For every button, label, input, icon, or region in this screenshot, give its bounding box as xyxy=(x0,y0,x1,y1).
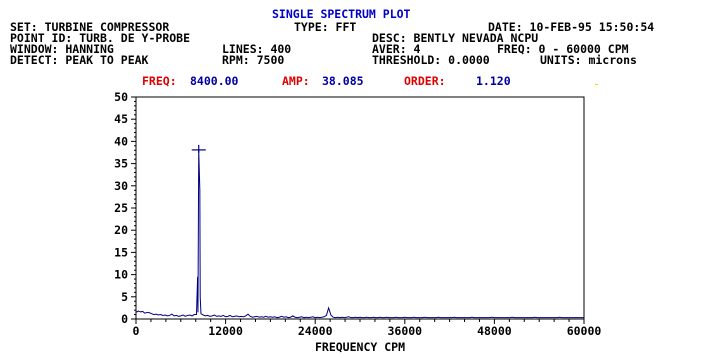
detect-field: DETECT: PEAK TO PEAK xyxy=(10,53,149,67)
type-field: TYPE: FFT xyxy=(294,20,357,34)
window-field: WINDOW: HANNING xyxy=(10,42,114,56)
x-tick-label: 12000 xyxy=(208,324,243,338)
desc-field: DESC: BENTLY NEVADA NCPU xyxy=(372,31,539,45)
y-tick-label: 35 xyxy=(114,157,128,171)
cursor-order-label: ORDER: xyxy=(404,74,446,88)
x-axis-label: FREQUENCY CPM xyxy=(315,340,405,354)
x-tick-label: 24000 xyxy=(298,324,333,338)
y-tick-label: 15 xyxy=(114,245,128,259)
y-tick-label: 40 xyxy=(114,134,128,148)
cursor-amp-label: AMP: xyxy=(282,74,310,88)
lines-field: LINES: 400 xyxy=(222,42,292,56)
cursor-freq-value: 8400.00 xyxy=(190,74,239,88)
x-axis: 0 12000 24000 36000 48000 60000 xyxy=(133,319,602,338)
set-field: SET: TURBINE COMPRESSOR xyxy=(10,20,170,34)
aver-field: AVER: 4 xyxy=(372,42,421,56)
rpm-field: RPM: 7500 xyxy=(222,53,285,67)
threshold-field: THRESHOLD: 0.0000 xyxy=(372,53,490,67)
y-tick-label: 25 xyxy=(114,201,128,215)
y-tick-label: 5 xyxy=(121,290,128,304)
cursor-freq-label: FREQ: xyxy=(142,74,177,88)
x-tick-label: 36000 xyxy=(387,324,422,338)
spectrum-series xyxy=(135,149,584,319)
cursor-amp-value: 38.085 xyxy=(322,74,364,88)
units-field: UNITS: microns xyxy=(540,53,637,67)
status-indicator-dot xyxy=(595,84,598,85)
page-title: SINGLE SPECTRUM PLOT xyxy=(272,7,411,21)
x-tick-label: 0 xyxy=(133,324,140,338)
y-tick-label: 10 xyxy=(114,268,128,282)
freq-range-field: FREQ: 0 - 60000 CPM xyxy=(497,42,629,56)
spectrum-line xyxy=(135,149,584,319)
cursor-marker[interactable] xyxy=(191,144,206,153)
y-tick-label: 0 xyxy=(121,312,128,326)
x-tick-label: 48000 xyxy=(477,324,512,338)
y-tick-label: 45 xyxy=(114,112,128,126)
y-tick-label: 20 xyxy=(114,223,128,237)
cursor-order-value: 1.120 xyxy=(476,74,511,88)
point-id-field: POINT ID: TURB. DE Y-PROBE xyxy=(10,31,191,45)
y-tick-label: 50 xyxy=(114,90,128,104)
plot-frame xyxy=(135,96,585,320)
date-field: DATE: 10-FEB-95 15:50:54 xyxy=(488,20,655,34)
y-tick-label: 30 xyxy=(114,179,128,193)
y-axis: 0 5 10 15 20 25 30 35 40 45 50 xyxy=(114,90,136,326)
x-tick-label: 60000 xyxy=(567,324,602,338)
